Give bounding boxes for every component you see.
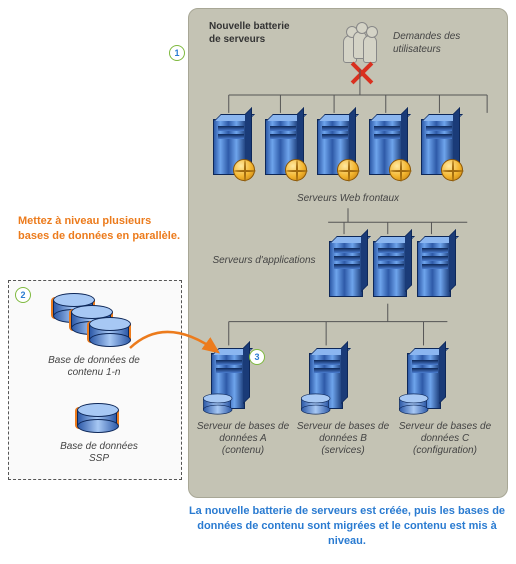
ssp-db-label: Base de données SSP [49,441,149,465]
db-c-role: (configuration) [413,445,477,456]
web-server [265,119,299,175]
app-server-row [329,241,451,297]
db-a-role: (contenu) [222,445,264,456]
blocked-x-icon [349,61,373,85]
web-server [213,119,247,175]
db-server-row: 3 [211,353,441,409]
db-b-name: Serveur de bases de données B [297,421,389,444]
db-icon [203,398,231,411]
ssp-panel: 2 Base de données de contenu 1-n Base de… [8,280,182,480]
panel-title: Nouvelle batterie de serveurs [209,21,299,46]
server-icon [373,241,407,297]
ssp-heading: Mettez à niveau plusieurs bases de donné… [18,214,182,244]
bottom-caption: La nouvelle batterie de serveurs est cré… [188,504,506,549]
db-a-label: Serveur de bases de données A (contenu) [193,421,293,457]
db-c-name: Serveur de bases de données C [399,421,491,444]
web-server [421,119,455,175]
db-icon [399,398,427,411]
server-icon [417,241,451,297]
badge-2: 2 [15,287,31,303]
ssp-db-icon [77,409,117,427]
globe-icon [389,159,411,181]
db-server-c [407,353,441,409]
content-db-icon [89,323,129,341]
db-c-label: Serveur de bases de données C (configura… [395,421,495,457]
user-requests-label: Demandes des utilisateurs [393,31,493,56]
web-server-row [213,119,455,175]
web-server [317,119,351,175]
web-servers-label: Serveurs Web frontaux [189,193,507,204]
db-icon [301,398,329,411]
web-server [369,119,403,175]
db-b-label: Serveur de bases de données B (services) [293,421,393,457]
db-server-b [309,353,343,409]
badge-3: 3 [249,349,265,365]
content-db-label: Base de données de contenu 1-n [39,355,149,379]
users-icon [343,25,379,65]
main-panel: 1 Nouvelle batterie de serveurs Demandes… [188,8,508,498]
globe-icon [337,159,359,181]
db-a-name: Serveur de bases de données A [197,421,289,444]
globe-icon [441,159,463,181]
globe-icon [285,159,307,181]
db-server-a: 3 [211,353,245,409]
globe-icon [233,159,255,181]
app-servers-label: Serveurs d'applications [209,255,319,267]
db-b-role: (services) [321,445,364,456]
badge-1: 1 [169,45,185,61]
server-icon [329,241,363,297]
